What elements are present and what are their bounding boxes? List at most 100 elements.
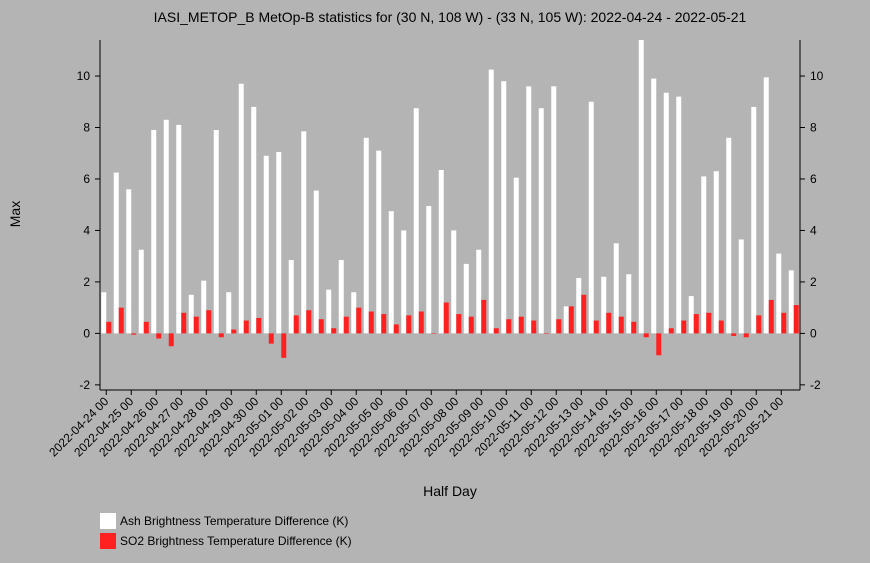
ash-bar-31 — [488, 69, 494, 334]
so2-bar-5 — [168, 333, 174, 347]
ash-bar-1 — [113, 172, 119, 334]
bars-layer — [101, 40, 799, 358]
legend-item-so2: SO2 Brightness Temperature Difference (K… — [100, 532, 352, 550]
ash-bar-27 — [438, 169, 444, 334]
ash-bar-24 — [401, 230, 407, 334]
ash-bar-30 — [476, 249, 482, 334]
y-tick-label-left: -2 — [79, 378, 90, 392]
y-tick-label-right: 10 — [810, 69, 824, 83]
ash-bar-39 — [588, 101, 594, 334]
ash-bar-49 — [713, 171, 719, 334]
so2-bar-51 — [743, 333, 749, 338]
ash-bar-17 — [313, 190, 319, 334]
y-tick-label-left: 4 — [83, 223, 90, 237]
so2-bar-6 — [181, 312, 187, 334]
ash-bar-10 — [226, 292, 232, 334]
ash-bar-6 — [176, 124, 182, 334]
so2-bar-19 — [343, 316, 349, 334]
so2-bar-35 — [543, 333, 549, 334]
ash-bar-43 — [638, 40, 644, 334]
y-tick-label-right: 2 — [810, 275, 817, 289]
ash-bar-48 — [701, 176, 707, 334]
so2-bar-21 — [368, 311, 374, 334]
so2-bar-12 — [256, 317, 262, 334]
y-tick-label-left: 8 — [83, 121, 90, 135]
ash-bar-26 — [426, 205, 432, 334]
ash-bar-41 — [613, 243, 619, 334]
so2-bar-8 — [206, 310, 212, 334]
ash-bar-21 — [363, 137, 369, 334]
ash-bar-53 — [763, 77, 769, 334]
so2-bar-32 — [506, 319, 512, 334]
y-tick-label-left: 6 — [83, 172, 90, 186]
y-axis-title: Max — [7, 201, 23, 227]
ash-bar-33 — [513, 177, 519, 334]
ash-bar-15 — [288, 260, 294, 334]
so2-bar-34 — [531, 320, 537, 334]
so2-bar-44 — [656, 333, 662, 356]
ash-bar-14 — [276, 151, 282, 334]
ash-bar-51 — [738, 239, 744, 334]
ash-bar-35 — [538, 108, 544, 334]
x-axis-title: Half Day — [423, 483, 477, 499]
so2-bar-43 — [643, 333, 649, 338]
so2-bar-47 — [693, 314, 699, 334]
ash-bar-47 — [688, 296, 694, 334]
so2-bar-1 — [118, 307, 124, 334]
so2-bar-49 — [718, 320, 724, 334]
so2-bar-48 — [706, 312, 712, 334]
so2-bar-2 — [131, 333, 137, 335]
so2-bar-46 — [681, 320, 687, 334]
ash-bar-0 — [101, 292, 107, 334]
ash-bar-42 — [626, 274, 632, 334]
ash-bar-44 — [651, 78, 657, 334]
so2-bar-4 — [156, 333, 162, 339]
so2-bar-17 — [318, 319, 324, 334]
so2-bar-24 — [406, 315, 412, 334]
so2-bar-16 — [306, 310, 312, 334]
ash-bar-2 — [126, 189, 132, 334]
so2-bar-54 — [781, 312, 787, 334]
so2-bar-7 — [193, 316, 199, 334]
ash-bar-46 — [676, 96, 682, 334]
so2-bar-42 — [631, 321, 637, 334]
ash-bar-40 — [601, 276, 607, 334]
ash-bar-50 — [726, 137, 732, 334]
legend-swatch-so2 — [100, 533, 116, 549]
so2-bar-41 — [618, 316, 624, 334]
so2-bar-25 — [418, 311, 424, 334]
so2-bar-23 — [393, 324, 399, 334]
legend-swatch-ash — [100, 513, 116, 529]
ash-bar-34 — [526, 86, 532, 334]
so2-bar-37 — [568, 306, 574, 334]
ash-bar-3 — [138, 249, 144, 334]
ash-bar-5 — [163, 119, 169, 334]
so2-bar-14 — [281, 333, 287, 358]
so2-bar-30 — [481, 299, 487, 334]
so2-bar-39 — [593, 320, 599, 334]
so2-bar-0 — [106, 321, 112, 334]
so2-bar-55 — [793, 305, 799, 334]
legend: Ash Brightness Temperature Difference (K… — [100, 512, 352, 552]
legend-label-ash: Ash Brightness Temperature Difference (K… — [120, 514, 349, 528]
legend-label-so2: SO2 Brightness Temperature Difference (K… — [120, 534, 352, 548]
ash-bar-22 — [376, 150, 382, 334]
so2-bar-11 — [243, 320, 249, 334]
so2-bar-31 — [493, 328, 499, 334]
so2-bar-9 — [218, 333, 224, 338]
so2-bar-52 — [756, 315, 762, 334]
ash-bar-8 — [201, 280, 207, 334]
so2-bar-3 — [143, 321, 149, 334]
y-tick-label-left: 2 — [83, 275, 90, 289]
y-tick-label-right: 8 — [810, 121, 817, 135]
y-tick-label-left: 0 — [83, 326, 90, 340]
ash-bar-18 — [326, 289, 332, 334]
so2-bar-13 — [268, 333, 274, 344]
so2-bar-15 — [293, 315, 299, 334]
so2-bar-38 — [581, 294, 587, 334]
ash-bar-23 — [388, 211, 394, 334]
so2-bar-27 — [443, 302, 449, 334]
ash-bar-16 — [301, 131, 307, 334]
so2-bar-29 — [468, 316, 474, 334]
